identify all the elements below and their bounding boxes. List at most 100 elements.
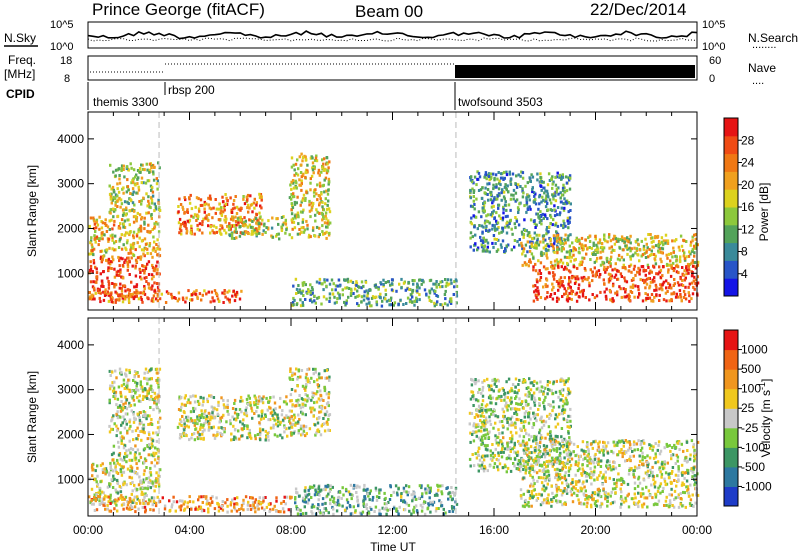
velocity-cell [108,482,111,486]
velocity-cell [132,438,135,442]
power-cell [118,196,121,200]
power-cell [190,207,194,211]
power-cell [133,291,136,295]
power-cell [564,224,567,228]
power-cell [614,237,618,241]
power-cell [236,292,239,296]
power-cell [671,255,674,259]
velocity-cell [123,458,126,462]
power-cell [196,295,199,299]
velocity-cell [296,400,299,404]
velocity-cell [99,463,103,467]
velocity-cell [325,508,328,512]
velocity-cell [402,489,406,493]
power-cell [628,295,631,298]
velocity-cell [123,426,127,430]
power-cell [138,213,142,217]
velocity-cell [213,507,217,511]
power-cell [630,291,634,294]
power-cell [501,218,504,222]
power-cell [180,229,183,233]
power-cell [491,241,494,245]
power-cell [117,246,121,249]
power-cell [567,286,570,290]
power-cell [131,192,134,196]
velocity-cell [389,485,392,489]
velocity-cell [121,498,124,501]
velocity-cell [125,422,128,426]
velocity-cell [115,503,118,507]
velocity-cell [420,495,424,499]
cpid-label: CPID [6,87,35,101]
velocity-cell [346,500,350,504]
velocity-cell [146,382,149,386]
power-cell [444,278,447,281]
power-cell [617,253,621,257]
velocity-cell [365,488,368,492]
power-cell [537,243,541,247]
velocity-cell [131,448,135,451]
power-cell [653,257,656,261]
power-cell [99,249,102,253]
power-cell [145,280,148,283]
power-cell [93,288,96,292]
power-cell [568,276,571,280]
power-cell [136,211,139,215]
velocity-cell [313,408,316,412]
power-cell [429,278,433,282]
power-cell [314,301,317,305]
velocity-cell [424,487,427,491]
velocity-cell [480,425,483,429]
power-cell [597,241,600,245]
velocity-cell [113,461,116,465]
power-cell [126,288,130,292]
power-cell [544,238,547,242]
power-cell [561,280,564,283]
power-cell [583,256,586,260]
power-cell [178,227,182,231]
power-cell [673,267,676,270]
power-cell [347,287,351,290]
power-cell [665,262,669,266]
power-cell [644,256,648,259]
velocity-cell [220,504,224,508]
power-cell [559,191,562,195]
velocity-cell [134,510,137,514]
power-cell [444,289,447,293]
power-cell [282,215,285,219]
power-cell [334,284,338,288]
power-cell [120,167,123,170]
power-cell [235,212,239,215]
power-cell [261,232,264,236]
power-cell [245,195,248,199]
power-cell [295,172,298,176]
power-cell [415,300,419,303]
velocity-cell [297,431,300,435]
power-cell [122,191,125,195]
velocity-cell [312,367,315,371]
velocity-cell [183,411,186,415]
power-cell [382,278,385,282]
power-cell [101,255,105,259]
power-cell [292,220,296,224]
velocity-cell [294,389,297,393]
power-cell [116,187,119,191]
power-cell [626,252,629,256]
velocity-cell [248,432,252,436]
power-cell [118,239,121,243]
velocity-cell [251,506,255,510]
power-cell [602,246,606,250]
velocity-cell [225,420,228,424]
velocity-cell [290,495,293,499]
power-cell [328,160,331,164]
power-cell [139,224,142,228]
velocity-cell [217,404,220,407]
power-cell [503,197,506,201]
power-cell [137,297,141,301]
velocity-cell [260,399,263,403]
velocity-cell [298,494,301,498]
power-cell [592,244,595,247]
power-cell [555,234,558,238]
power-cell [567,210,570,214]
velocity-cell [284,502,287,506]
